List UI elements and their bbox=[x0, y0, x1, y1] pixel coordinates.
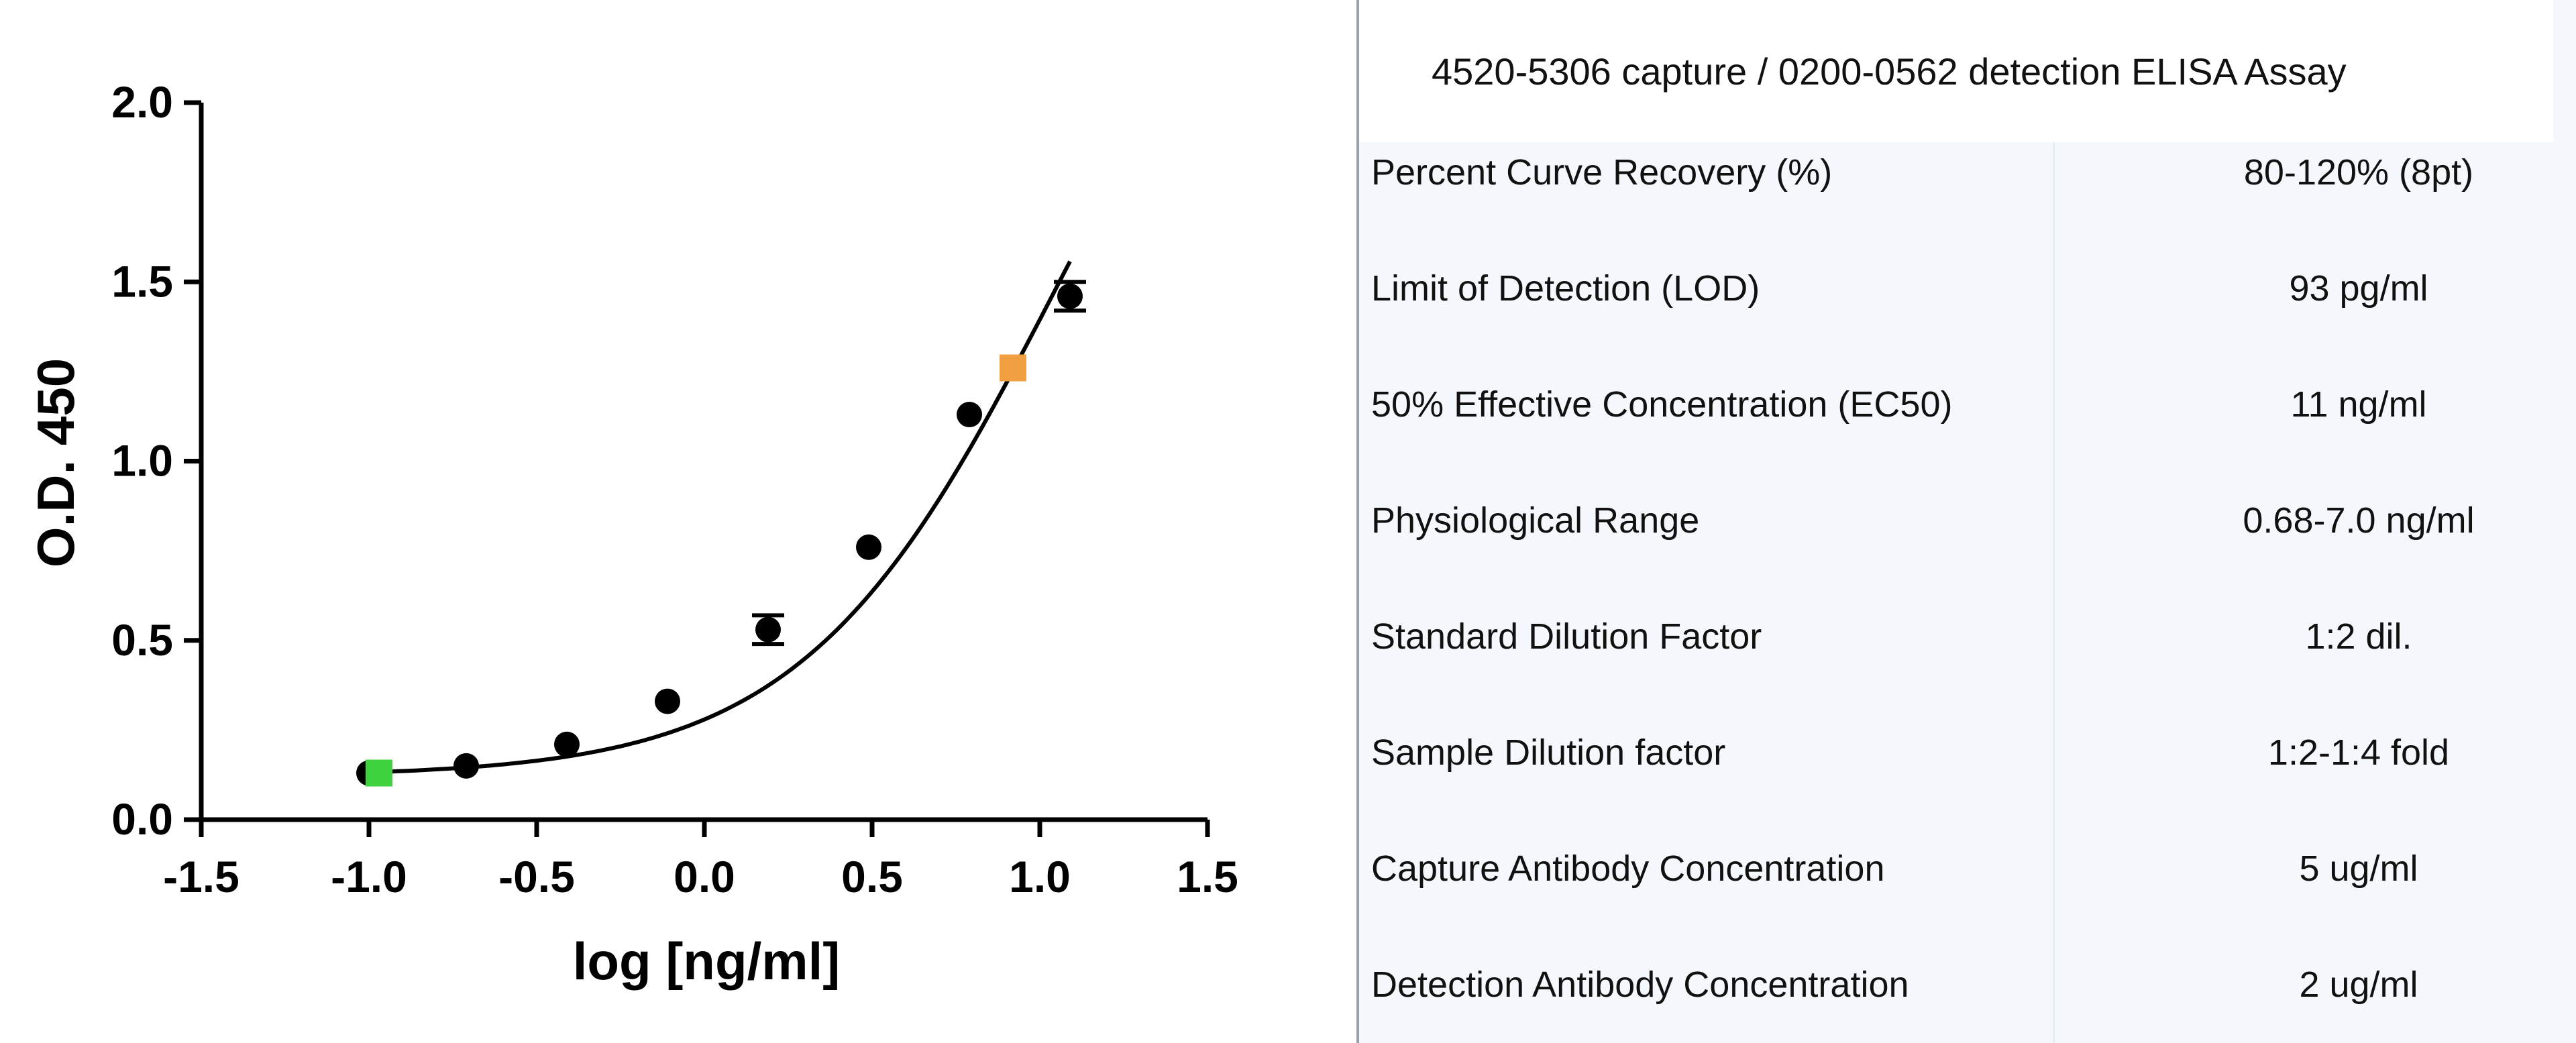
spec-value: 93 pg/ml bbox=[2289, 268, 2428, 309]
data-point bbox=[856, 534, 881, 560]
spec-label: 50% Effective Concentration (EC50) bbox=[1371, 384, 1953, 425]
x-tick-label: 1.0 bbox=[1009, 852, 1071, 901]
data-point bbox=[453, 753, 479, 779]
table-row: Sample Dilution factor 1:2-1:4 fold bbox=[1359, 694, 2576, 810]
data-point bbox=[1057, 283, 1083, 309]
spec-value: 11 ng/ml bbox=[2290, 384, 2427, 425]
y-tick-label: 1.5 bbox=[111, 256, 173, 306]
spec-value: 1:2 dil. bbox=[2305, 616, 2412, 657]
y-tick-label: 0.0 bbox=[111, 794, 173, 844]
x-tick-label: -1.0 bbox=[331, 852, 407, 901]
spec-value: 0.68-7.0 ng/ml bbox=[2243, 500, 2475, 541]
y-tick-label: 0.5 bbox=[111, 615, 173, 665]
data-point bbox=[755, 616, 781, 643]
x-tick-label: -1.5 bbox=[163, 852, 239, 901]
table-column-divider bbox=[2053, 142, 2055, 1043]
spec-label: Percent Curve Recovery (%) bbox=[1371, 152, 1833, 193]
x-tick-label: 1.5 bbox=[1177, 852, 1238, 901]
spec-value: 80-120% (8pt) bbox=[2243, 152, 2474, 193]
spec-label: Limit of Detection (LOD) bbox=[1371, 268, 1760, 309]
data-point bbox=[655, 688, 680, 714]
data-point bbox=[957, 402, 982, 428]
spec-label: Standard Dilution Factor bbox=[1371, 616, 1762, 657]
spec-value: 1:2-1:4 fold bbox=[2267, 732, 2450, 773]
table-row: Physiological Range 0.68-7.0 ng/ml bbox=[1359, 462, 2576, 578]
spec-value: 5 ug/ml bbox=[2299, 848, 2418, 889]
spec-label: Detection Antibody Concentration bbox=[1371, 964, 1909, 1005]
y-tick-label: 2.0 bbox=[111, 77, 173, 127]
spec-label: Physiological Range bbox=[1371, 500, 1700, 541]
highlight-point bbox=[1000, 354, 1026, 382]
spec-value: 2 ug/ml bbox=[2299, 964, 2418, 1005]
highlight-points-layer bbox=[366, 354, 1026, 787]
table-title: 4520-5306 capture / 0200-0562 detection … bbox=[1359, 0, 2553, 142]
elisa-standard-curve-chart: 0.00.51.01.52.0-1.5 -1.0 -0.5 0.0 0.5 1.0 1.5 … bbox=[26, 77, 1238, 991]
y-axis-label: O.D. 450 bbox=[26, 358, 85, 567]
axes-layer: 0.0 0.5 1.0 1.5 2.0 -1.5 -1.0 -0.5 0.0 0.5 1.0 1.5 bbox=[111, 77, 1238, 901]
table-row: Standard Dilution Factor 1:2 dil. bbox=[1359, 578, 2576, 694]
spec-label: Capture Antibody Concentration bbox=[1371, 848, 1885, 889]
chart-panel: 0.0 0.5 1.0 1.5 2.0 -1.5 -1.0 -0.5 0.0 0.5 1.0 1.5 … bbox=[26, 77, 1238, 991]
fit-curve-line bbox=[368, 260, 1072, 775]
table-row: 50% Effective Concentration (EC50) 11 ng/… bbox=[1359, 346, 2576, 462]
assay-spec-table: 4520-5306 capture / 0200-0562 detection … bbox=[1356, 0, 2576, 1043]
x-tick-label: 0.0 bbox=[674, 852, 735, 901]
table-row: Percent Curve Recovery (%) 80-120% (8pt) bbox=[1359, 114, 2576, 230]
data-point bbox=[554, 731, 580, 757]
x-axis-label: log [ng/ml] bbox=[573, 932, 841, 991]
x-tick-label: 0.5 bbox=[841, 852, 903, 901]
y-tick-label: 1.0 bbox=[111, 436, 173, 486]
table-rows: Percent Curve Recovery (%) 80-120% (8pt) L… bbox=[1359, 114, 2576, 1042]
table-row: Limit of Detection (LOD) 93 pg/ml bbox=[1359, 230, 2576, 346]
data-points-layer bbox=[356, 280, 1086, 786]
table-row: Detection Antibody Concentration 2 ug/ml bbox=[1359, 926, 2576, 1042]
table-row: Capture Antibody Concentration 5 ug/ml bbox=[1359, 810, 2576, 926]
fit-curve-layer bbox=[368, 260, 1072, 775]
highlight-point bbox=[366, 759, 392, 787]
spec-label: Sample Dilution factor bbox=[1371, 732, 1726, 773]
x-tick-label: -0.5 bbox=[498, 852, 575, 901]
